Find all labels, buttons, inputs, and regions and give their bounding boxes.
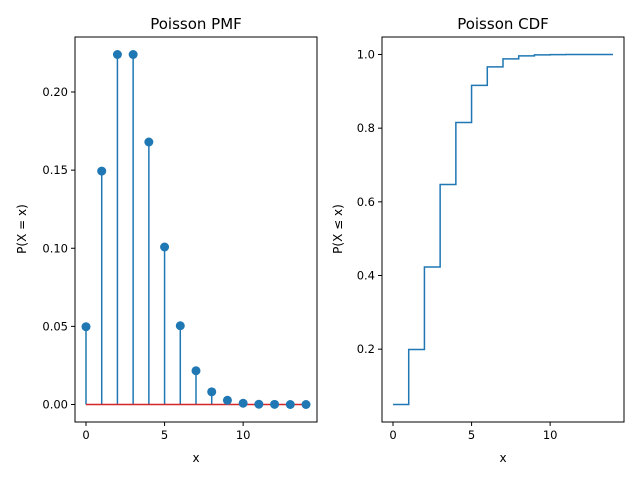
pmf-axes-frame [74, 36, 318, 423]
pmf-point [175, 321, 185, 331]
pmf-marks [81, 50, 311, 409]
pmf-point [191, 366, 201, 376]
pmf-point [112, 50, 122, 59]
cdf-x-tick-label: 0 [389, 428, 396, 442]
cdf-x-tick-label: 10 [543, 428, 558, 442]
pmf-x-tick-label: 10 [236, 428, 251, 442]
cdf-ticks: 0 5 10 0.2 0.4 0.6 0.8 1.0 [357, 47, 558, 442]
cdf-x-axis-label: x [499, 451, 506, 465]
pmf-point [270, 399, 280, 409]
pmf-title: Poisson PMF [150, 15, 242, 33]
pmf-x-tick-label: 0 [82, 428, 89, 442]
cdf-axes-frame [381, 36, 625, 423]
pmf-point [222, 395, 232, 405]
pmf-point [128, 50, 138, 59]
cdf-panel: Poisson CDF 0 5 10 0.2 0.4 0.6 0.8 1.0 x P(X ≤ … [331, 15, 625, 465]
cdf-y-tick-label: 0.6 [357, 195, 375, 209]
pmf-y-tick-label: 0.20 [42, 85, 68, 99]
pmf-point [285, 400, 295, 409]
pmf-point [254, 399, 264, 409]
pmf-point [301, 400, 311, 409]
pmf-ticks: 0 5 10 0.00 0.05 0.10 0.15 0.20 [42, 85, 250, 442]
cdf-title: Poisson CDF [457, 15, 549, 33]
pmf-point [97, 166, 107, 176]
pmf-point [207, 387, 217, 397]
cdf-x-tick-label: 5 [468, 428, 475, 442]
pmf-panel: Poisson PMF 0 5 10 0.00 0.05 0.10 0.15 0.20 x P… [15, 15, 318, 465]
cdf-step-line [393, 53, 613, 406]
pmf-y-tick-label: 0.10 [42, 241, 68, 255]
pmf-point [81, 322, 91, 332]
cdf-y-tick-label: 0.2 [357, 342, 375, 356]
pmf-y-tick-label: 0.15 [42, 163, 68, 177]
pmf-y-axis-label: P(X = x) [15, 204, 29, 254]
pmf-y-tick-label: 0.05 [42, 319, 68, 333]
cdf-marks [393, 53, 613, 406]
pmf-point [238, 398, 248, 408]
cdf-y-tick-label: 0.4 [357, 269, 375, 283]
pmf-y-tick-label: 0.00 [42, 398, 68, 412]
pmf-point [144, 137, 154, 147]
pmf-x-tick-label: 5 [161, 428, 168, 442]
cdf-y-tick-label: 0.8 [357, 121, 375, 135]
pmf-x-axis-label: x [192, 451, 199, 465]
cdf-y-axis-label: P(X ≤ x) [331, 204, 345, 254]
pmf-point [160, 242, 170, 252]
cdf-y-tick-label: 1.0 [357, 47, 375, 61]
